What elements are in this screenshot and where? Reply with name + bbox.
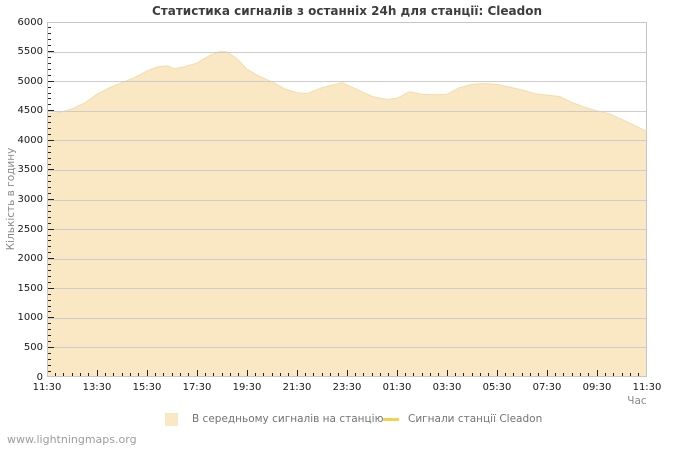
y-tick-label-5000: 5000 — [17, 75, 43, 87]
y-axis-title: Кількість в годину — [5, 147, 17, 251]
x-tick-label-0: 11:30 — [32, 382, 62, 393]
x-tick-label-6: 23:30 — [332, 382, 362, 393]
x-axis-title: Час — [627, 395, 647, 407]
y-tick-label-5500: 5500 — [17, 46, 43, 58]
legend-area-swatch — [165, 413, 178, 426]
y-tick-label-2500: 2500 — [17, 223, 43, 235]
y-tick-label-500: 500 — [23, 341, 43, 353]
x-tick-label-8: 03:30 — [432, 382, 462, 393]
y-tick-label-3000: 3000 — [17, 194, 43, 205]
x-tick-label-1: 13:30 — [82, 382, 112, 393]
y-tick-label-2000: 2000 — [17, 253, 43, 265]
x-tick-label-11: 09:30 — [582, 382, 612, 393]
y-tick-label-6000: 6000 — [17, 16, 43, 28]
legend-label-average-signals: В середньому сигналів на станцію — [192, 413, 384, 425]
watermark-url: www.lightningmaps.org — [7, 433, 137, 446]
x-tick-label-10: 07:30 — [532, 382, 562, 393]
plot-svg — [47, 22, 647, 377]
plot-frame — [47, 22, 647, 377]
y-tick-label-4000: 4000 — [17, 134, 43, 146]
y-tick-label-1000: 1000 — [17, 312, 43, 324]
x-tick-label-9: 05:30 — [482, 382, 512, 393]
x-tick-label-4: 19:30 — [232, 382, 262, 393]
area-series-average-signals — [47, 51, 647, 377]
chart-title: Статистика сигналів з останніх 24h для с… — [151, 4, 543, 18]
legend-label-station-signals: Сигнали станції Cleadon — [408, 413, 543, 425]
x-tick-label-3: 17:30 — [182, 382, 212, 393]
y-tick-label-1500: 1500 — [17, 282, 43, 294]
x-tick-label-5: 21:30 — [282, 382, 312, 393]
y-tick-label-4500: 4500 — [17, 105, 43, 117]
y-tick-label-3500: 3500 — [17, 164, 43, 176]
x-tick-label-12: 11:30 — [632, 382, 662, 393]
x-tick-label-2: 15:30 — [132, 382, 162, 393]
y-tick-label-0: 0 — [36, 371, 43, 383]
legend-line-swatch — [383, 418, 399, 421]
x-tick-label-7: 01:30 — [382, 382, 412, 393]
